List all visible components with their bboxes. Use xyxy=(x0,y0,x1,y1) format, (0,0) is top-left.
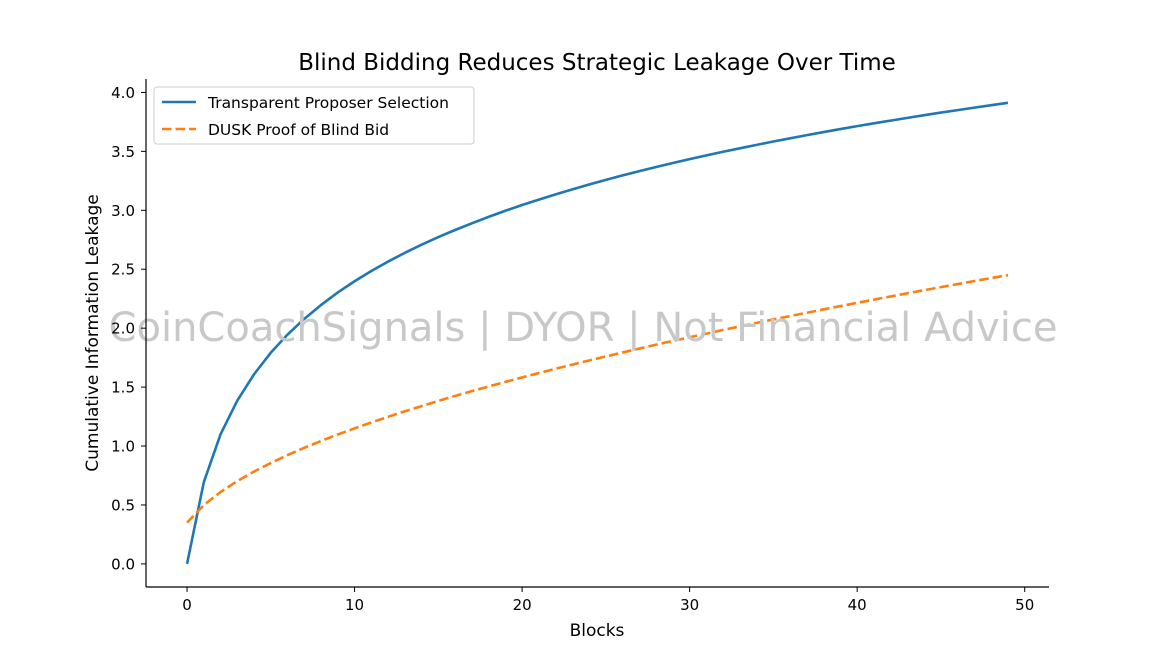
y-tick-label: 1.0 xyxy=(111,438,135,456)
y-tick-label: 0.0 xyxy=(111,555,135,573)
y-tick-label: 4.0 xyxy=(111,84,135,102)
legend-box xyxy=(153,86,475,145)
watermark-text: CoinCoachSignals | DYOR | Not Financial … xyxy=(109,305,1058,351)
x-ticks: 0 10 20 30 40 50 xyxy=(182,587,1034,614)
y-tick-label: 2.5 xyxy=(111,261,135,279)
x-tick-label: 20 xyxy=(513,596,532,614)
legend-label-dusk: DUSK Proof of Blind Bid xyxy=(208,121,389,139)
chart-title: Blind Bidding Reduces Strategic Leakage … xyxy=(298,50,896,76)
y-axis-label: Cumulative Information Leakage xyxy=(83,194,103,472)
x-tick-label: 0 xyxy=(182,596,192,614)
y-tick-label: 0.5 xyxy=(111,496,135,514)
x-tick-label: 50 xyxy=(1015,596,1034,614)
x-tick-label: 40 xyxy=(848,596,867,614)
legend-label-transparent: Transparent Proposer Selection xyxy=(207,94,449,112)
series-line-dusk xyxy=(186,273,1009,524)
y-tick-label: 3.5 xyxy=(111,143,135,161)
plot-area xyxy=(185,101,1009,565)
x-tick-label: 10 xyxy=(345,596,364,614)
x-tick-label: 30 xyxy=(680,596,699,614)
series-line-transparent xyxy=(185,101,1009,565)
y-tick-label: 2.0 xyxy=(111,320,135,338)
legend: Transparent Proposer Selection DUSK Proo… xyxy=(153,86,475,145)
y-tick-label: 3.0 xyxy=(111,202,135,220)
y-ticks: 0.0 0.5 1.0 1.5 2.0 2.5 3.0 3.5 4.0 xyxy=(111,84,146,573)
x-axis-label: Blocks xyxy=(570,621,625,641)
y-tick-label: 1.5 xyxy=(111,379,135,397)
